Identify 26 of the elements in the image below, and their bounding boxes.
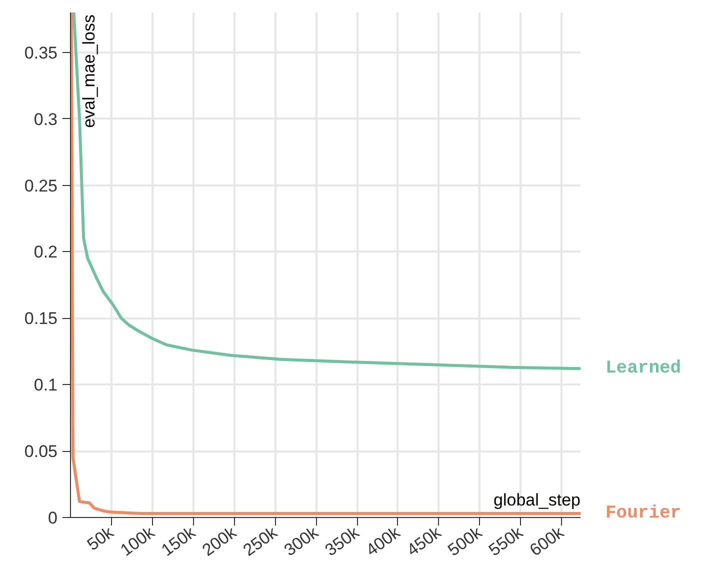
y-axis-title: eval_mae_loss bbox=[80, 14, 98, 128]
y-tick-label: 0.35 bbox=[24, 43, 58, 62]
x-axis-title: global_step bbox=[494, 490, 581, 510]
x-tick-label: 150k bbox=[158, 522, 200, 560]
x-tick-label: 550k bbox=[485, 522, 527, 560]
x-tick-label: 450k bbox=[403, 522, 445, 560]
y-tick-label: 0.05 bbox=[24, 442, 58, 462]
line-series bbox=[70, 12, 580, 516]
series-label: Learned bbox=[606, 358, 682, 379]
y-tick-label: 0.1 bbox=[34, 376, 58, 395]
line-series bbox=[72, 12, 580, 370]
y-tick-label: 0 bbox=[48, 508, 58, 528]
x-tick-label: 300k bbox=[280, 522, 322, 560]
x-tick-label: 50k bbox=[84, 522, 118, 554]
x-tick-label: 350k bbox=[322, 522, 364, 560]
y-tick-label: 0.25 bbox=[24, 176, 58, 196]
x-tick-label: 200k bbox=[198, 522, 240, 560]
x-tick-label: 600k bbox=[526, 522, 568, 560]
y-tick-label: 0.15 bbox=[24, 309, 58, 328]
x-tick-label: 500k bbox=[444, 522, 486, 560]
x-tick-label: 100k bbox=[116, 522, 158, 560]
y-tick-label: 0.3 bbox=[34, 110, 58, 129]
series-label: Fourier bbox=[606, 504, 682, 524]
y-tick-label: 0.2 bbox=[34, 242, 58, 262]
x-tick-label: 250k bbox=[240, 522, 282, 560]
x-tick-label: 400k bbox=[362, 522, 404, 560]
